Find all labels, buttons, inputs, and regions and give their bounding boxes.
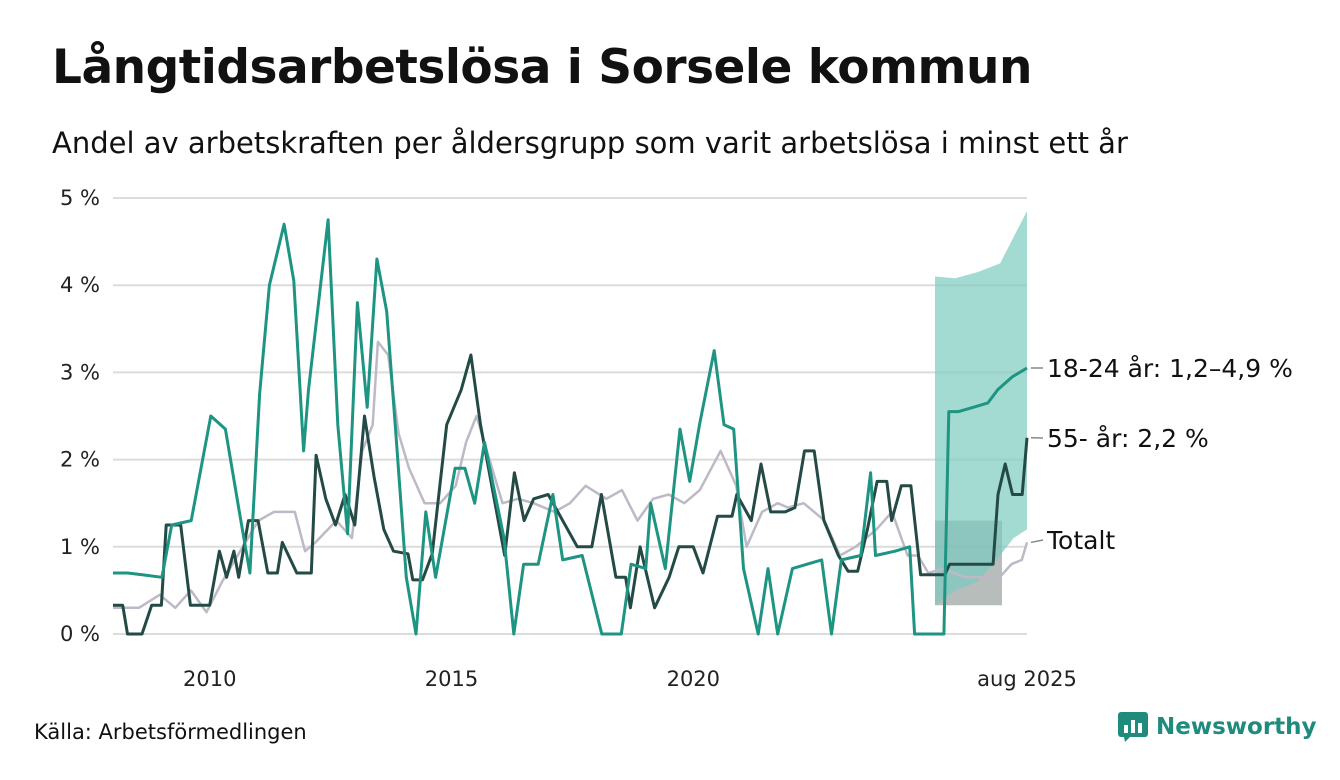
y-tick-label: 1 % [60, 535, 100, 559]
series-lines [113, 218, 1029, 636]
x-tick-label: 2015 [425, 667, 478, 691]
range-band-2 [935, 211, 1027, 606]
newsworthy-logo-icon [1118, 712, 1148, 742]
series-line-2 [113, 218, 1028, 636]
page-subtitle: Andel av arbetskraften per åldersgrupp s… [52, 126, 1128, 160]
x-tick-label: aug 2025 [977, 667, 1077, 691]
series-end-label: 18-24 år: 1,2–4,9 % [1047, 354, 1293, 383]
x-tick-label: 2010 [183, 667, 236, 691]
brand-name: Newsworthy [1156, 714, 1317, 740]
page-title: Långtidsarbetslösa i Sorsele kommun [52, 40, 1032, 95]
x-tick-label: 2020 [667, 667, 720, 691]
series-line-1 [113, 353, 1029, 636]
grid-lines [113, 197, 1027, 635]
series-end-label: Totalt [1046, 526, 1115, 555]
y-tick-label: 2 % [60, 448, 100, 472]
range-bands [935, 211, 1027, 606]
y-tick-label: 4 % [60, 273, 100, 297]
y-tick-label: 0 % [60, 622, 100, 646]
brand[interactable]: Newsworthy [1118, 712, 1317, 742]
axis-ticks: 0 % 1 % 2 % 3 % 4 % 5 % 2010 2015 2020 aug 2025 [60, 186, 1077, 691]
series-end-labels: Totalt 55- år: 2,2 % 18-24 år: 1,2–4,9 % [1030, 354, 1293, 555]
y-tick-label: 3 % [60, 360, 100, 384]
series-end-label: 55- år: 2,2 % [1047, 424, 1209, 453]
source-note: Källa: Arbetsförmedlingen [34, 720, 307, 744]
label-leader [1030, 539, 1044, 544]
y-tick-label: 5 % [60, 186, 100, 210]
